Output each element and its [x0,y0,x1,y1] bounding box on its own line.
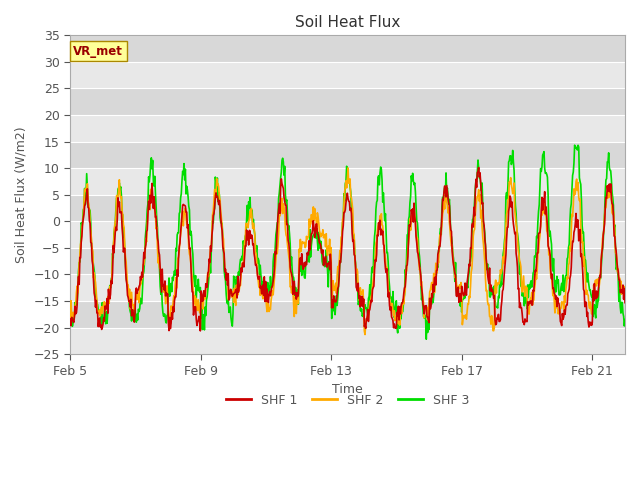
Bar [70,168,625,195]
Bar [70,36,625,62]
Bar [70,115,625,142]
Bar [70,301,625,327]
Y-axis label: Soil Heat Flux (W/m2): Soil Heat Flux (W/m2) [15,126,28,263]
Bar [70,221,625,248]
Bar [70,275,625,301]
Bar [70,195,625,221]
X-axis label: Time: Time [332,383,363,396]
Bar [70,62,625,88]
Text: VR_met: VR_met [73,45,123,58]
Bar [70,327,625,354]
Legend: SHF 1, SHF 2, SHF 3: SHF 1, SHF 2, SHF 3 [221,389,475,412]
Bar [70,248,625,275]
Bar [70,88,625,115]
Bar [70,142,625,168]
Title: Soil Heat Flux: Soil Heat Flux [295,15,401,30]
